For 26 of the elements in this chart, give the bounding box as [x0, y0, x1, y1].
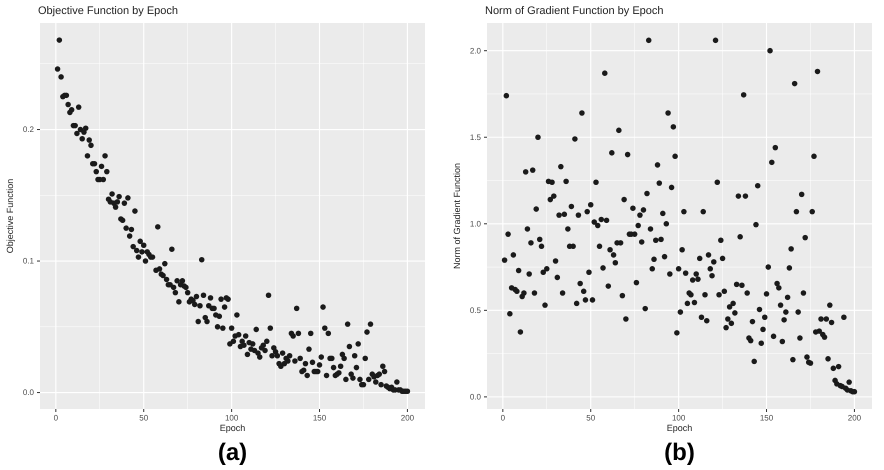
y-tick-label: 1.0: [470, 219, 482, 228]
x-tick-label: 100: [672, 414, 686, 423]
x-tick-label: 150: [312, 414, 327, 423]
y-axis-title: Objective Function: [5, 178, 15, 254]
y-tick-label: 0.1: [22, 256, 35, 266]
x-tick-label: 0: [500, 414, 506, 423]
x-tick-label: 50: [139, 414, 149, 423]
y-tick-label: 2.0: [470, 46, 482, 56]
x-tick-label: 200: [400, 414, 415, 423]
y-axis-title: Norm of Gradient Function: [452, 162, 462, 270]
x-tick-label: 50: [586, 414, 596, 423]
x-tick-label: 100: [224, 414, 239, 423]
chart-title: Objective Function by Epoch: [38, 5, 178, 17]
y-tick-label: 1.5: [470, 132, 482, 142]
text: (b): [664, 439, 695, 466]
y-tick-label: 0.0: [22, 388, 35, 398]
x-tick-label: 200: [848, 414, 862, 423]
x-axis-title: Epoch: [666, 423, 692, 433]
x-axis-title: Epoch: [220, 423, 246, 433]
y-tick-label: 0.2: [22, 125, 35, 134]
y-tick-label: 0.5: [470, 306, 482, 315]
x-tick-label: 150: [760, 414, 774, 423]
x-tick-label: 0: [54, 414, 59, 423]
text: (a): [218, 439, 248, 466]
y-tick-label: 0.0: [470, 392, 482, 402]
chart-title: Norm of Gradient Function by Epoch: [485, 5, 664, 17]
